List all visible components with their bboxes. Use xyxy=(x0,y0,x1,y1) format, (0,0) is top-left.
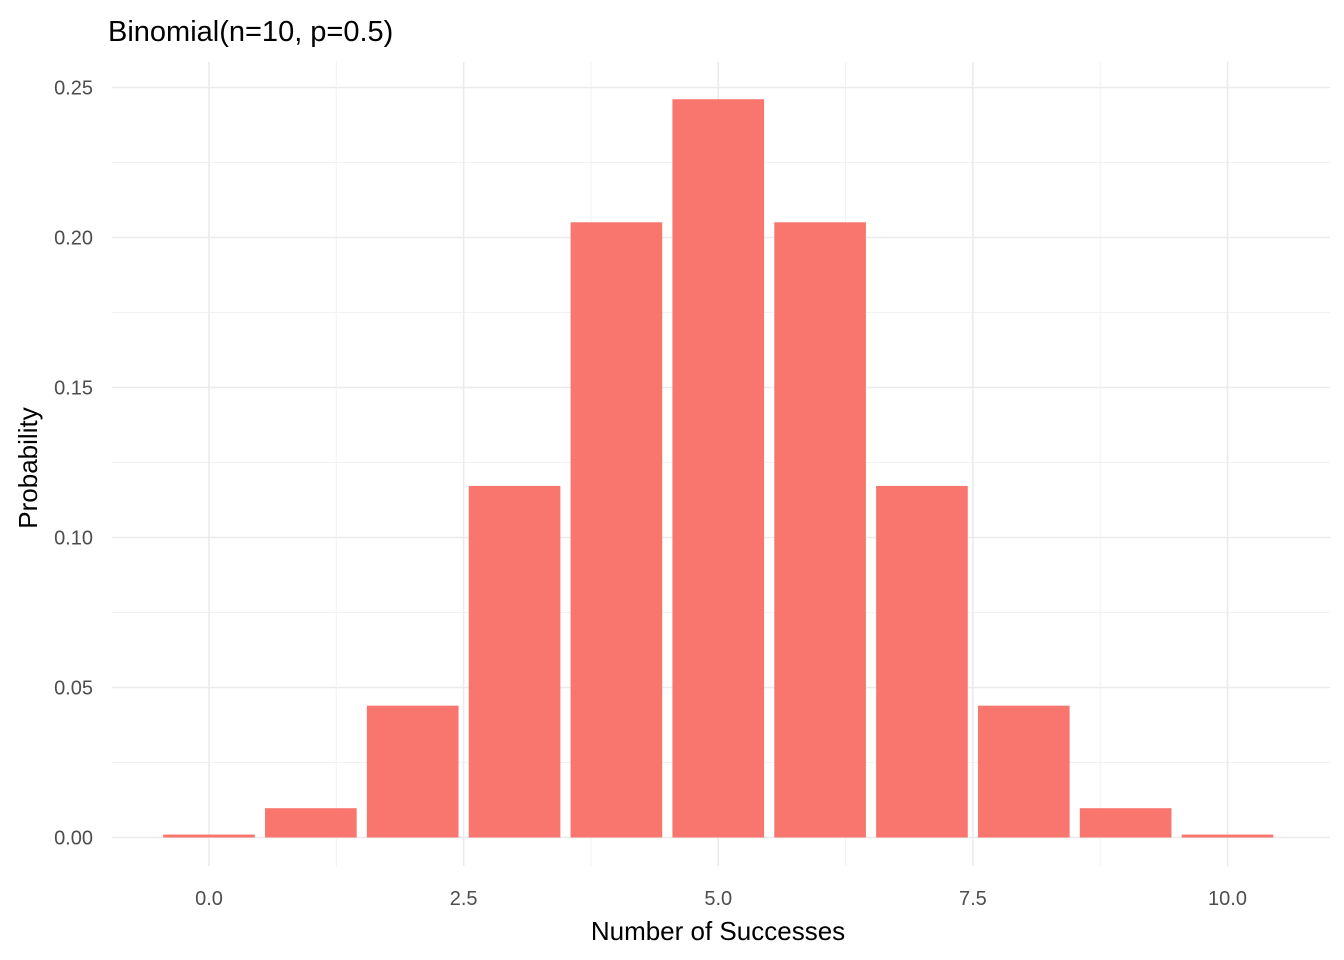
y-tick-label: 0.20 xyxy=(54,228,93,250)
bar-3 xyxy=(468,485,561,838)
x-axis-title: Number of Successes xyxy=(591,916,845,946)
x-tick-label: 5.0 xyxy=(704,888,732,910)
x-tick-label: 0.0 xyxy=(195,888,223,910)
bar-5 xyxy=(672,99,765,838)
bar-10 xyxy=(1181,834,1274,838)
x-tick-label: 10.0 xyxy=(1208,888,1247,910)
y-axis-ticks: 0.00 0.05 0.10 0.15 0.20 0.25 xyxy=(54,78,93,850)
bar-8 xyxy=(977,705,1070,838)
x-axis-ticks: 0.0 2.5 5.0 7.5 10.0 xyxy=(195,888,1247,910)
y-tick-label: 0.00 xyxy=(54,828,93,850)
y-axis-title: Probability xyxy=(13,407,43,528)
bar-0 xyxy=(163,834,255,838)
x-tick-label: 7.5 xyxy=(959,888,987,910)
y-tick-label: 0.25 xyxy=(54,78,93,100)
bar-1 xyxy=(265,808,357,838)
bar-7 xyxy=(876,485,968,838)
bar-4 xyxy=(570,222,663,838)
y-tick-label: 0.05 xyxy=(54,678,93,700)
chart-title: Binomial(n=10, p=0.5) xyxy=(108,16,393,48)
bar-9 xyxy=(1079,808,1172,838)
bar-2 xyxy=(366,705,459,838)
x-tick-label: 2.5 xyxy=(450,888,478,910)
y-tick-label: 0.10 xyxy=(54,528,93,550)
bar-6 xyxy=(774,222,866,838)
y-tick-label: 0.15 xyxy=(54,378,93,400)
bars xyxy=(163,99,1274,838)
